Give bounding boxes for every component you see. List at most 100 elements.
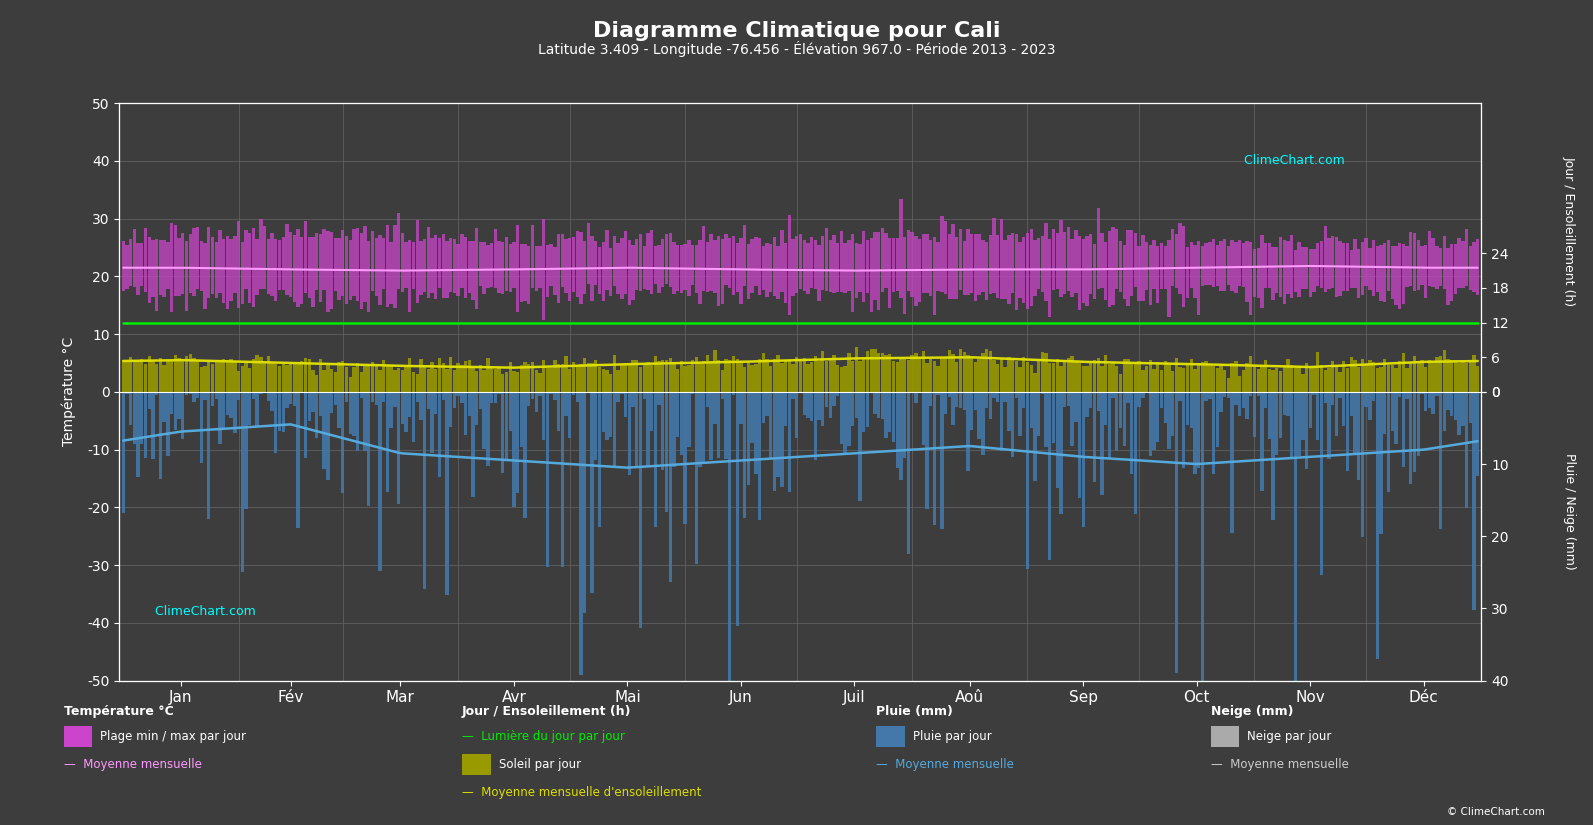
Bar <box>843 243 847 293</box>
Bar <box>546 368 550 392</box>
Bar <box>1037 361 1040 392</box>
Bar <box>397 368 400 392</box>
Bar <box>389 243 393 304</box>
Bar <box>1313 249 1316 291</box>
Bar <box>922 234 926 293</box>
Bar <box>530 362 534 392</box>
Bar <box>714 392 717 423</box>
Bar <box>249 392 252 425</box>
Bar <box>1015 392 1018 398</box>
Bar <box>594 361 597 392</box>
Bar <box>405 392 408 432</box>
Bar <box>1458 363 1461 392</box>
Bar <box>1469 246 1472 290</box>
Bar <box>1349 250 1352 287</box>
Bar <box>1380 367 1383 392</box>
Bar <box>386 366 389 392</box>
Bar <box>446 392 449 595</box>
Bar <box>366 242 371 312</box>
Bar <box>787 361 792 392</box>
Bar <box>970 392 973 430</box>
Bar <box>1450 244 1453 301</box>
Bar <box>948 234 951 299</box>
Bar <box>572 361 575 392</box>
Text: ClimeChart.com: ClimeChart.com <box>147 605 255 618</box>
Bar <box>486 246 489 288</box>
Bar <box>1383 359 1386 392</box>
Bar <box>628 392 631 475</box>
Bar <box>836 392 840 396</box>
Bar <box>583 358 586 392</box>
Bar <box>438 238 441 288</box>
Bar <box>981 353 984 392</box>
Bar <box>639 392 642 629</box>
Bar <box>1416 362 1419 392</box>
Bar <box>1435 247 1438 290</box>
Bar <box>344 367 349 392</box>
Bar <box>327 231 330 313</box>
Bar <box>1157 392 1160 441</box>
Text: Température °C: Température °C <box>64 705 174 719</box>
Bar <box>363 392 366 450</box>
Bar <box>892 392 895 441</box>
Bar <box>1074 230 1077 294</box>
Bar <box>843 392 847 454</box>
Bar <box>1263 392 1268 408</box>
Bar <box>542 219 545 320</box>
Bar <box>594 392 597 460</box>
Bar <box>360 392 363 398</box>
Bar <box>438 392 441 477</box>
Bar <box>159 240 162 295</box>
Bar <box>1145 365 1149 392</box>
Bar <box>680 392 683 455</box>
Bar <box>597 247 601 294</box>
Bar <box>427 370 430 392</box>
Bar <box>1096 392 1099 411</box>
Bar <box>221 392 225 427</box>
Bar <box>703 392 706 464</box>
Bar <box>809 238 814 288</box>
Bar <box>1376 368 1380 392</box>
Bar <box>355 229 360 300</box>
Bar <box>293 235 296 302</box>
Bar <box>1171 371 1174 392</box>
Bar <box>956 237 959 299</box>
Bar <box>903 392 906 458</box>
Bar <box>255 392 258 427</box>
Bar <box>148 356 151 392</box>
Bar <box>937 242 940 291</box>
Bar <box>494 229 497 288</box>
Bar <box>609 248 612 295</box>
Bar <box>311 392 315 412</box>
Bar <box>1308 367 1313 392</box>
Bar <box>658 361 661 392</box>
Bar <box>502 374 505 392</box>
Bar <box>1380 392 1383 535</box>
Bar <box>1438 356 1442 392</box>
Bar <box>204 243 207 309</box>
Bar <box>1279 238 1282 296</box>
Bar <box>374 392 378 405</box>
Bar <box>561 364 564 392</box>
Bar <box>773 392 776 491</box>
Bar <box>1343 361 1346 392</box>
Bar <box>616 392 620 402</box>
Bar <box>881 353 884 392</box>
Bar <box>698 392 701 467</box>
Bar <box>237 392 241 400</box>
Bar <box>675 245 679 290</box>
Bar <box>1004 392 1007 403</box>
Bar <box>1376 392 1380 659</box>
Bar <box>1048 392 1051 560</box>
Bar <box>1257 392 1260 396</box>
Bar <box>1193 245 1196 298</box>
Bar <box>940 215 943 292</box>
Bar <box>1012 360 1015 392</box>
Bar <box>703 226 706 290</box>
Bar <box>460 392 464 403</box>
Bar <box>1319 365 1324 392</box>
Bar <box>1438 248 1442 286</box>
Bar <box>1207 242 1212 285</box>
Bar <box>486 358 489 392</box>
Bar <box>1260 366 1263 392</box>
